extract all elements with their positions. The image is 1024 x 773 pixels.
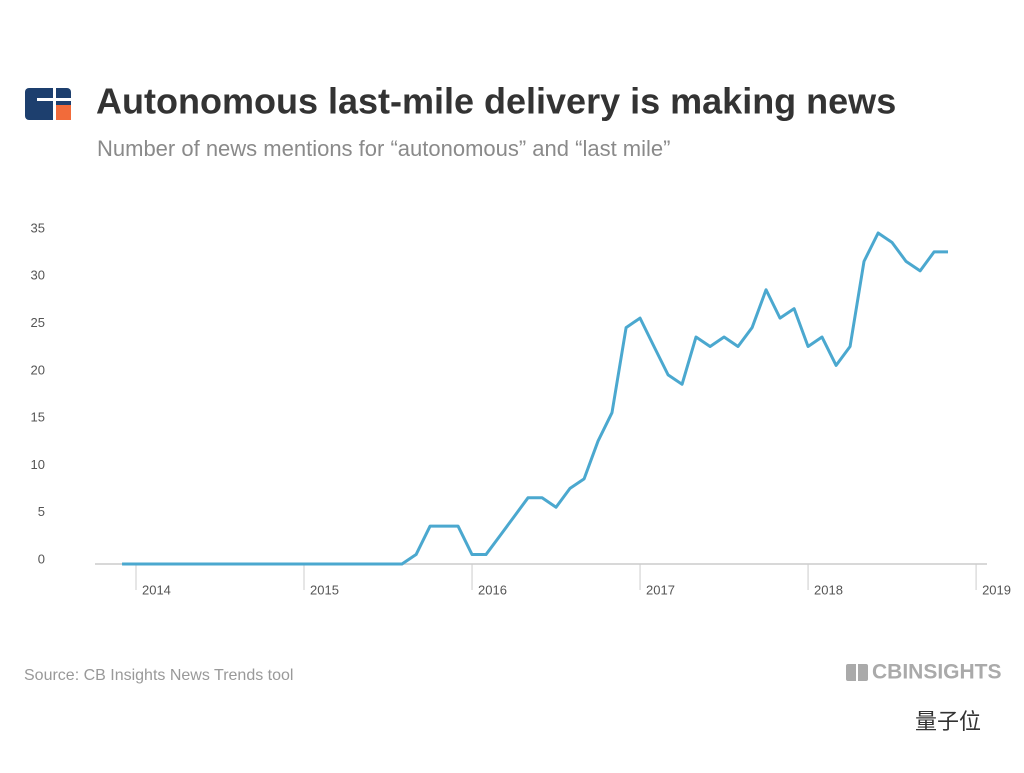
x-tick-label: 2015 (310, 582, 339, 597)
logo (25, 88, 71, 120)
watermark: 量子位 (915, 709, 981, 734)
data-line (122, 231, 949, 566)
chart-title: Autonomous last-mile delivery is making … (96, 81, 896, 122)
y-tick-label: 35 (31, 220, 45, 235)
x-tick-label: 2014 (142, 582, 171, 597)
x-tick-label: 2017 (646, 582, 675, 597)
y-tick-label: 5 (38, 504, 45, 519)
x-tick-label: 2019 (982, 582, 1011, 597)
chart-subtitle: Number of news mentions for “autonomous”… (97, 136, 670, 161)
source: Source: CB Insights News Trends tool (24, 667, 293, 684)
y-tick-label: 25 (31, 315, 45, 330)
brand: CBINSIGHTS (872, 661, 1002, 684)
y-tick-label: 15 (31, 410, 45, 425)
y-tick-label: 30 (31, 268, 45, 283)
x-tick-label: 2018 (814, 582, 843, 597)
y-tick-label: 20 (31, 362, 45, 377)
brand-logo (846, 664, 868, 681)
y-tick-label: 10 (31, 457, 45, 472)
x-tick-label: 2016 (478, 582, 507, 597)
y-tick-label: 0 (38, 551, 45, 566)
